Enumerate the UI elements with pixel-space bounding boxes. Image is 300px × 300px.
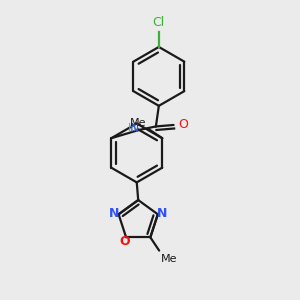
Text: N: N <box>130 122 140 135</box>
Text: H: H <box>128 123 136 133</box>
Text: Cl: Cl <box>153 16 165 29</box>
Text: O: O <box>178 118 188 131</box>
Text: O: O <box>119 235 130 248</box>
Text: Me: Me <box>130 118 147 128</box>
Text: Me: Me <box>160 254 177 263</box>
Text: N: N <box>109 207 120 220</box>
Text: N: N <box>157 207 167 220</box>
